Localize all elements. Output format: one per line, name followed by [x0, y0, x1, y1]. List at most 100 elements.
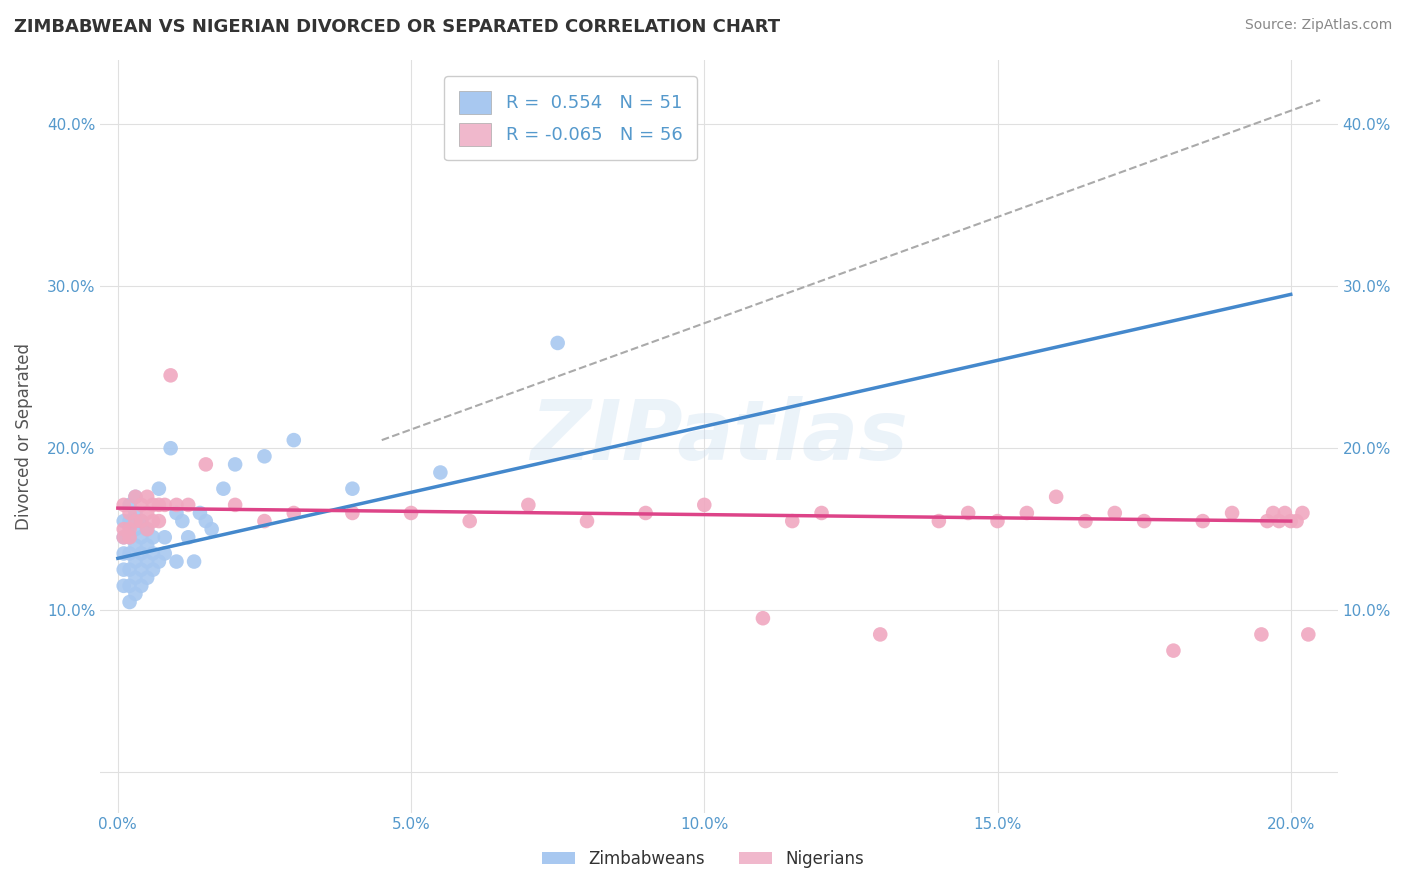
Point: [129, 498, 152, 512]
Point: [1074, 514, 1097, 528]
Point: [124, 587, 146, 601]
Text: ZIPatlas: ZIPatlas: [530, 395, 908, 476]
Point: [129, 563, 152, 577]
Point: [869, 627, 891, 641]
Y-axis label: Divorced or Separated: Divorced or Separated: [15, 343, 32, 530]
Point: [575, 514, 598, 528]
Point: [342, 482, 364, 496]
Point: [1250, 627, 1272, 641]
Point: [112, 546, 135, 560]
Point: [1274, 506, 1296, 520]
Point: [1268, 514, 1291, 528]
Point: [124, 490, 146, 504]
Point: [148, 514, 170, 528]
Point: [634, 506, 657, 520]
Point: [153, 546, 176, 560]
Point: [342, 506, 364, 520]
Point: [118, 514, 141, 528]
Point: [166, 555, 188, 569]
Point: [986, 514, 1008, 528]
Point: [142, 530, 165, 544]
Point: [142, 514, 165, 528]
Point: [112, 563, 135, 577]
Point: [142, 498, 165, 512]
Point: [399, 506, 422, 520]
Point: [148, 555, 170, 569]
Point: [148, 482, 170, 496]
Point: [112, 514, 135, 528]
Point: [1291, 506, 1313, 520]
Point: [136, 490, 159, 504]
Point: [1104, 506, 1126, 520]
Point: [224, 458, 246, 472]
Point: [136, 506, 159, 520]
Point: [1133, 514, 1156, 528]
Point: [183, 555, 205, 569]
Point: [112, 530, 135, 544]
Point: [1191, 514, 1213, 528]
Point: [136, 555, 159, 569]
Point: [136, 571, 159, 585]
Point: [201, 522, 224, 536]
Point: [112, 522, 135, 536]
Point: [153, 498, 176, 512]
Point: [112, 579, 135, 593]
Point: [177, 498, 200, 512]
Point: [129, 579, 152, 593]
Point: [1045, 490, 1067, 504]
Point: [136, 522, 159, 536]
Point: [283, 506, 305, 520]
Point: [212, 482, 235, 496]
Point: [194, 514, 217, 528]
Point: [148, 498, 170, 512]
Point: [118, 530, 141, 544]
Point: [957, 506, 980, 520]
Point: [458, 514, 481, 528]
Point: [547, 335, 569, 350]
Point: [112, 530, 135, 544]
Point: [517, 498, 540, 512]
Point: [1298, 627, 1320, 641]
Point: [118, 522, 141, 536]
Point: [159, 441, 181, 455]
Point: [124, 555, 146, 569]
Point: [1285, 514, 1308, 528]
Point: [810, 506, 832, 520]
Point: [124, 571, 146, 585]
Point: [194, 458, 217, 472]
Point: [124, 490, 146, 504]
Point: [124, 538, 146, 552]
Point: [153, 530, 176, 544]
Point: [172, 514, 194, 528]
Point: [429, 466, 451, 480]
Point: [1220, 506, 1243, 520]
Point: [129, 530, 152, 544]
Legend: Zimbabweans, Nigerians: Zimbabweans, Nigerians: [536, 844, 870, 875]
Point: [118, 530, 141, 544]
Point: [159, 368, 181, 383]
Text: Source: ZipAtlas.com: Source: ZipAtlas.com: [1244, 18, 1392, 32]
Point: [142, 563, 165, 577]
Point: [129, 514, 152, 528]
Point: [224, 498, 246, 512]
Point: [129, 546, 152, 560]
Point: [118, 498, 141, 512]
Point: [142, 546, 165, 560]
Point: [166, 498, 188, 512]
Text: ZIMBABWEAN VS NIGERIAN DIVORCED OR SEPARATED CORRELATION CHART: ZIMBABWEAN VS NIGERIAN DIVORCED OR SEPAR…: [14, 18, 780, 36]
Point: [166, 506, 188, 520]
Point: [118, 595, 141, 609]
Point: [129, 514, 152, 528]
Point: [693, 498, 716, 512]
Point: [124, 514, 146, 528]
Point: [1279, 514, 1302, 528]
Point: [188, 506, 211, 520]
Legend: R =  0.554   N = 51, R = -0.065   N = 56: R = 0.554 N = 51, R = -0.065 N = 56: [444, 76, 697, 161]
Point: [1015, 506, 1038, 520]
Point: [124, 522, 146, 536]
Point: [118, 506, 141, 520]
Point: [136, 538, 159, 552]
Point: [124, 506, 146, 520]
Point: [118, 546, 141, 560]
Point: [112, 498, 135, 512]
